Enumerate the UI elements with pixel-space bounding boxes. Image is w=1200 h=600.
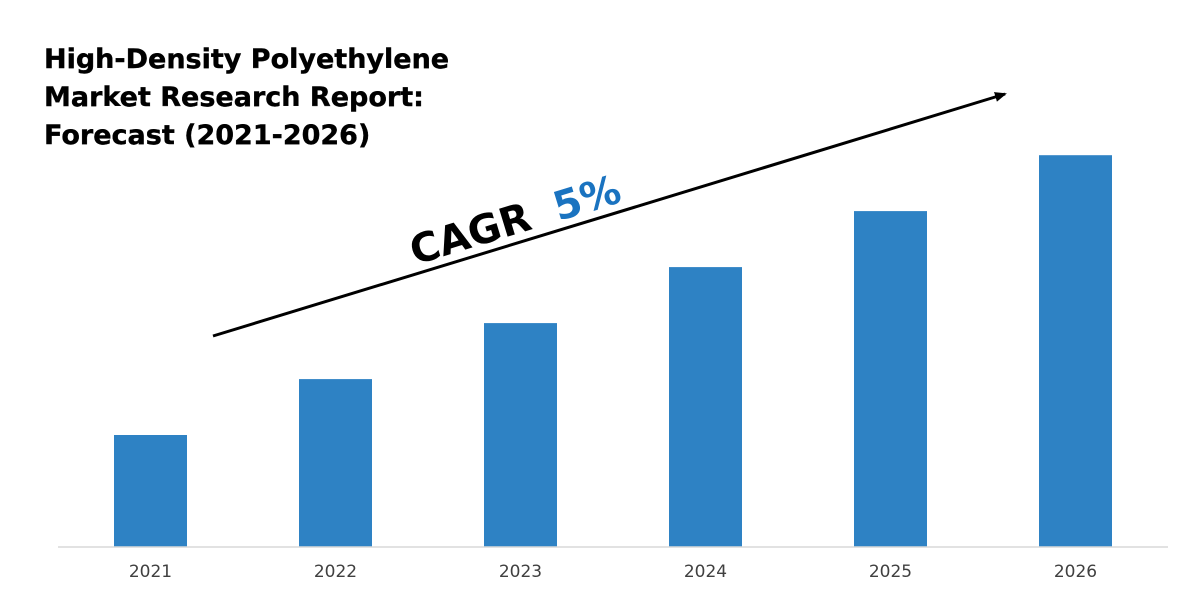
bar-2021: [114, 435, 187, 547]
chart-title-line-3: Forecast (2021-2026): [44, 120, 370, 151]
x-tick-label-2023: 2023: [499, 562, 542, 582]
x-tick-labels: 2021 2022 2023 2024 2025 2026: [129, 562, 1097, 582]
x-tick-label-2026: 2026: [1054, 562, 1097, 582]
cagr-label: CAGR: [404, 194, 536, 274]
bar-2022: [299, 379, 372, 547]
bar-2024: [669, 267, 742, 547]
bar-2023: [484, 323, 557, 547]
x-tick-label-2021: 2021: [129, 562, 172, 582]
bar-2026: [1039, 155, 1112, 547]
chart-title-line-2: Market Research Report:: [44, 82, 424, 113]
bars-layer: [114, 155, 1112, 547]
bar-2025: [854, 211, 927, 547]
cagr-annotation: CAGR 5%: [404, 167, 626, 275]
chart-title-line-1: High-Density Polyethylene: [44, 44, 449, 75]
trend-arrow: [212, 92, 1007, 338]
x-tick-label-2022: 2022: [314, 562, 357, 582]
x-tick-label-2024: 2024: [684, 562, 727, 582]
cagr-value: 5%: [548, 167, 626, 231]
chart-title: High-Density Polyethylene Market Researc…: [44, 44, 450, 151]
x-tick-label-2025: 2025: [869, 562, 912, 582]
